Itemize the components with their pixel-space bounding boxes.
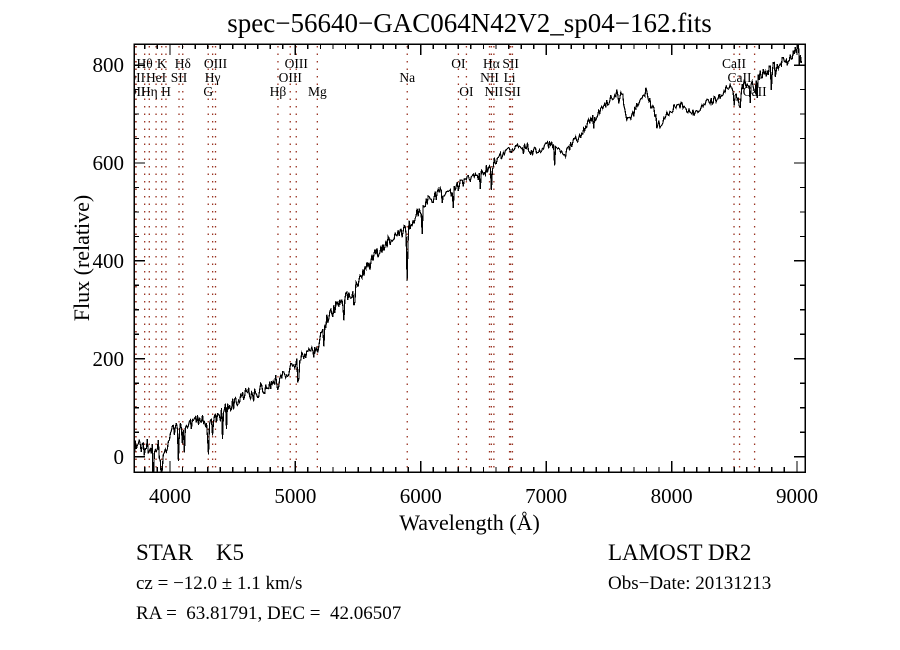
spectral-line-label: SII [502,56,519,71]
spectral-line-label: OIII [204,56,228,71]
spectral-line-label: Mg [308,84,327,99]
plot-title: spec−56640−GAC064N42V2_sp04−162.fits [227,8,712,38]
x-tick-label: 5000 [274,484,316,508]
x-tick-label: 8000 [651,484,693,508]
spectral-line-label: HeI [146,70,167,85]
plot-frame [133,43,806,473]
y-tick-label: 200 [93,347,125,371]
y-tick-label: 600 [93,151,125,175]
spectral-line-label: SII [504,84,521,99]
spectral-line-label: CaII [722,56,746,71]
spectrum-curve [134,44,802,472]
spectral-line-label: Hγ [205,70,221,85]
spectrum-path [134,44,802,472]
x-tick-label: 7000 [525,484,567,508]
spectral-line-label: OIII [285,56,309,71]
spectral-line-label: OI [459,84,474,99]
spectral-line-label: K [157,56,167,71]
spectral-line-label: OII [127,84,146,99]
cz-value: cz = −12.0 ± 1.1 km/s [136,573,303,594]
spectral-line-label: OIII [279,70,303,85]
obs-date: Obs−Date: 20131213 [608,573,772,594]
spectral-line-label: OI [451,56,466,71]
spectral-line-label: Hθ [137,56,153,71]
spectral-line-label: NII [480,70,499,85]
y-tick-label: 800 [93,53,125,77]
coordinates: RA = 63.81791, DEC = 42.06507 [136,603,402,624]
axis-tick-labels: 4000 5000 6000 7000 8000 9000 0 200 400 600 800 [93,53,818,508]
classification-label: STAR K5 [136,540,245,565]
x-tick-label: 4000 [149,484,191,508]
axis-ticks [134,44,805,472]
y-tick-label: 0 [114,445,125,469]
spectral-line-label: Hη [141,84,158,99]
x-tick-label: 6000 [400,484,442,508]
x-tick-label: 9000 [776,484,818,508]
spectral-line-label: G [203,84,213,99]
spectral-line-label: Hδ [175,56,191,71]
spectral-line-markers [135,46,756,470]
spectral-line-label: Hα [483,56,500,71]
spectral-line-label: Hβ [270,84,287,99]
spectral-line-label: SII [171,70,188,85]
spectral-line-label: CaII [728,70,752,85]
spectral-line-label: OII [126,70,145,85]
survey-label: LAMOST DR2 [608,540,752,565]
y-tick-label: 400 [93,249,125,273]
x-axis-label: Wavelength (Å) [399,510,540,535]
spectral-line-label: Li [504,70,516,85]
spectral-line-label: NII [485,84,504,99]
spectral-line-label: Na [399,70,415,85]
spectral-line-label: H [161,84,171,99]
